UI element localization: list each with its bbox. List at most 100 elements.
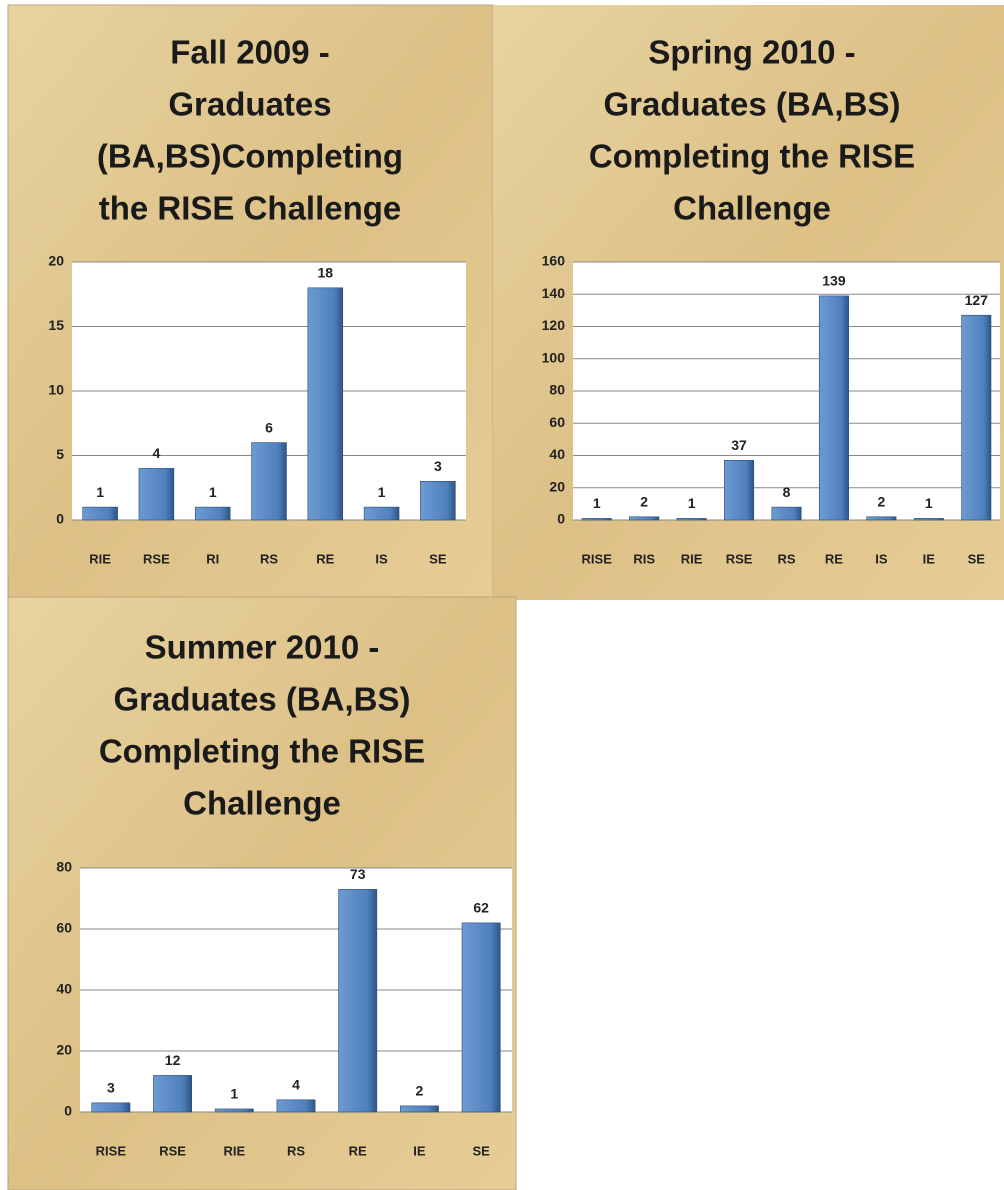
y-tick-label: 0 [557,511,565,527]
bar [338,889,378,1113]
data-label: 62 [473,900,489,916]
chart-title: Summer 2010 - [145,629,380,666]
data-label: 3 [107,1080,115,1096]
x-tick-label: IE [413,1143,426,1158]
bar [363,506,400,521]
bar [676,518,707,521]
y-tick-label: 15 [48,317,64,333]
data-label: 139 [822,273,846,289]
chart-title: Completing the RISE [99,733,425,770]
chart-title: Challenge [673,190,831,227]
bar [961,314,992,521]
x-tick-label: RIE [223,1143,245,1158]
chart-title: Challenge [183,785,341,822]
y-tick-label: 0 [64,1103,72,1119]
data-label: 2 [877,493,885,509]
bar [82,506,118,521]
chart-title: Fall 2009 - [170,34,330,71]
data-label: 4 [153,445,161,461]
y-tick-label: 10 [48,382,64,398]
data-label: 1 [209,484,217,500]
data-label: 8 [783,484,791,500]
bar [307,287,344,521]
chart-title: Spring 2010 - [648,34,855,71]
bar [724,460,755,521]
y-tick-label: 60 [56,920,72,936]
bar [138,468,175,521]
x-tick-label: RSE [159,1143,186,1158]
data-label: 1 [925,495,933,511]
data-label: 1 [593,495,601,511]
x-tick-label: RS [260,551,278,566]
x-tick-label: RISE [96,1143,127,1158]
y-tick-label: 20 [48,253,64,269]
x-tick-label: RI [206,551,219,566]
y-tick-label: 40 [549,446,565,462]
chart-title: Graduates (BA,BS) [113,681,410,718]
data-label: 12 [165,1052,181,1068]
y-tick-label: 140 [542,285,566,301]
y-tick-label: 80 [549,382,565,398]
data-label: 73 [350,866,366,882]
data-label: 1 [688,495,696,511]
bar [214,1108,254,1113]
bar [420,480,456,521]
bar [866,516,897,521]
bar [194,506,231,521]
bar [581,518,612,521]
x-tick-label: RSE [726,551,753,566]
x-tick-label: RIS [633,551,655,566]
x-tick-label: RS [777,551,795,566]
x-tick-label: RE [316,551,334,566]
data-label: 1 [230,1086,238,1102]
y-tick-label: 100 [542,349,566,365]
bar [818,295,849,521]
data-label: 2 [416,1083,424,1099]
y-tick-label: 20 [549,478,565,494]
y-tick-label: 80 [56,859,72,875]
x-tick-label: RIE [89,551,111,566]
x-tick-label: SE [968,551,986,566]
data-label: 3 [434,458,442,474]
data-label: 18 [317,265,333,281]
y-tick-label: 160 [542,253,566,269]
x-tick-label: IS [375,551,388,566]
y-tick-label: 120 [542,317,566,333]
x-tick-label: RISE [582,551,613,566]
chart-title: (BA,BS)Completing [97,138,403,175]
data-label: 4 [292,1077,300,1093]
y-tick-label: 5 [56,446,64,462]
x-tick-label: IE [923,551,936,566]
x-tick-label: SE [429,551,447,566]
x-tick-label: RS [287,1143,305,1158]
data-label: 1 [96,484,104,500]
y-tick-label: 0 [56,511,64,527]
x-tick-label: RE [349,1143,367,1158]
x-tick-label: RIE [681,551,703,566]
x-tick-label: SE [472,1143,490,1158]
chart-title: Graduates [168,86,331,123]
y-tick-label: 20 [56,1042,72,1058]
bar [276,1099,316,1113]
chart-title: Completing the RISE [589,138,915,175]
bar [461,922,501,1113]
data-label: 127 [965,292,989,308]
chart-title: the RISE Challenge [99,190,402,227]
data-label: 37 [731,437,747,453]
y-tick-label: 40 [56,981,72,997]
bar [153,1075,193,1113]
bar [771,506,802,521]
data-label: 2 [640,493,648,509]
y-tick-label: 60 [549,414,565,430]
bar [629,516,660,521]
x-tick-label: RSE [143,551,170,566]
bar [399,1105,439,1113]
chart-title: Graduates (BA,BS) [603,86,900,123]
bar [91,1102,131,1113]
data-label: 1 [378,484,386,500]
x-tick-label: RE [825,551,843,566]
bar [251,442,287,521]
data-label: 6 [265,419,273,435]
x-tick-label: IS [875,551,888,566]
